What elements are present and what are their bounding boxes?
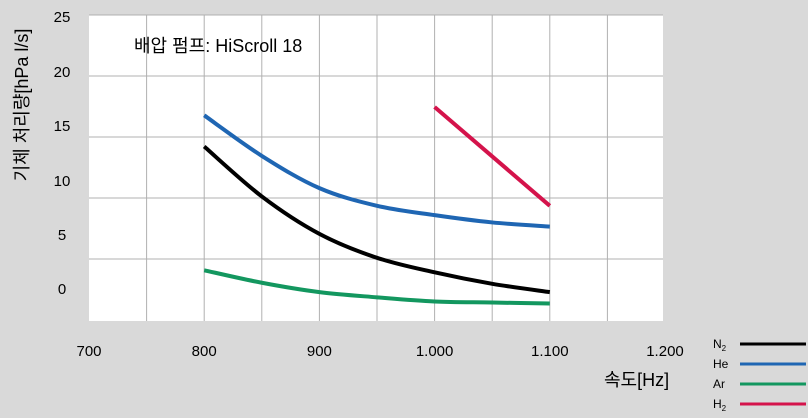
x-axis-label: 속도[Hz] [604,370,669,390]
chart-annotation: 배압 펌프: HiScroll 18 [134,36,302,56]
legend-label: H2 [713,397,727,413]
x-tick-label: 800 [192,343,217,360]
series-line-h2 [433,105,552,208]
y-tick-label: 25 [54,9,71,26]
y-axis-label: 기체 처리량[hPa l/s] [12,29,32,182]
plot-area [89,15,663,321]
legend-label: Ar [713,377,725,391]
tick-labels: 0 5 10 15 20 25 700 800 900 1.000 1.100 1.200 [54,9,684,360]
y-tick-label: 0 [58,281,66,298]
x-tick-label: 700 [76,343,101,360]
x-tick-label: 1.000 [416,343,454,360]
legend-label: N2 [713,337,727,353]
x-tick-label: 1.200 [646,343,684,360]
legend: N2 He Ar H2 [713,337,806,413]
series-line-he [203,113,550,229]
series-line-ar [203,268,550,306]
y-tick-label: 5 [58,227,66,244]
y-tick-label: 10 [54,173,71,190]
x-tick-label: 900 [307,343,332,360]
legend-label: He [713,357,729,371]
y-tick-label: 20 [54,64,71,81]
series-lines [202,105,552,306]
series-line-n2 [202,145,551,295]
y-tick-label: 15 [54,118,71,135]
x-tick-label: 1.100 [531,343,569,360]
